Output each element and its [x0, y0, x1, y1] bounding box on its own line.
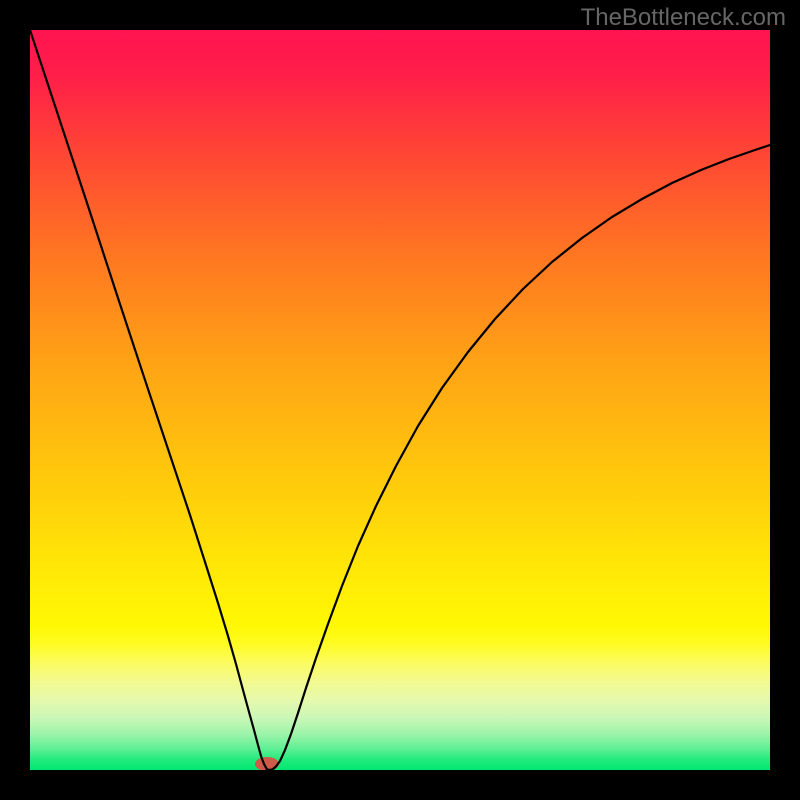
- gradient-background: [30, 30, 770, 770]
- frame-right: [770, 0, 800, 800]
- plot-area: [30, 30, 770, 770]
- frame-left: [0, 0, 30, 800]
- frame-bottom: [0, 770, 800, 800]
- plot-svg: [30, 30, 770, 770]
- chart-stage: TheBottleneck.com: [0, 0, 800, 800]
- watermark-text: TheBottleneck.com: [581, 4, 786, 32]
